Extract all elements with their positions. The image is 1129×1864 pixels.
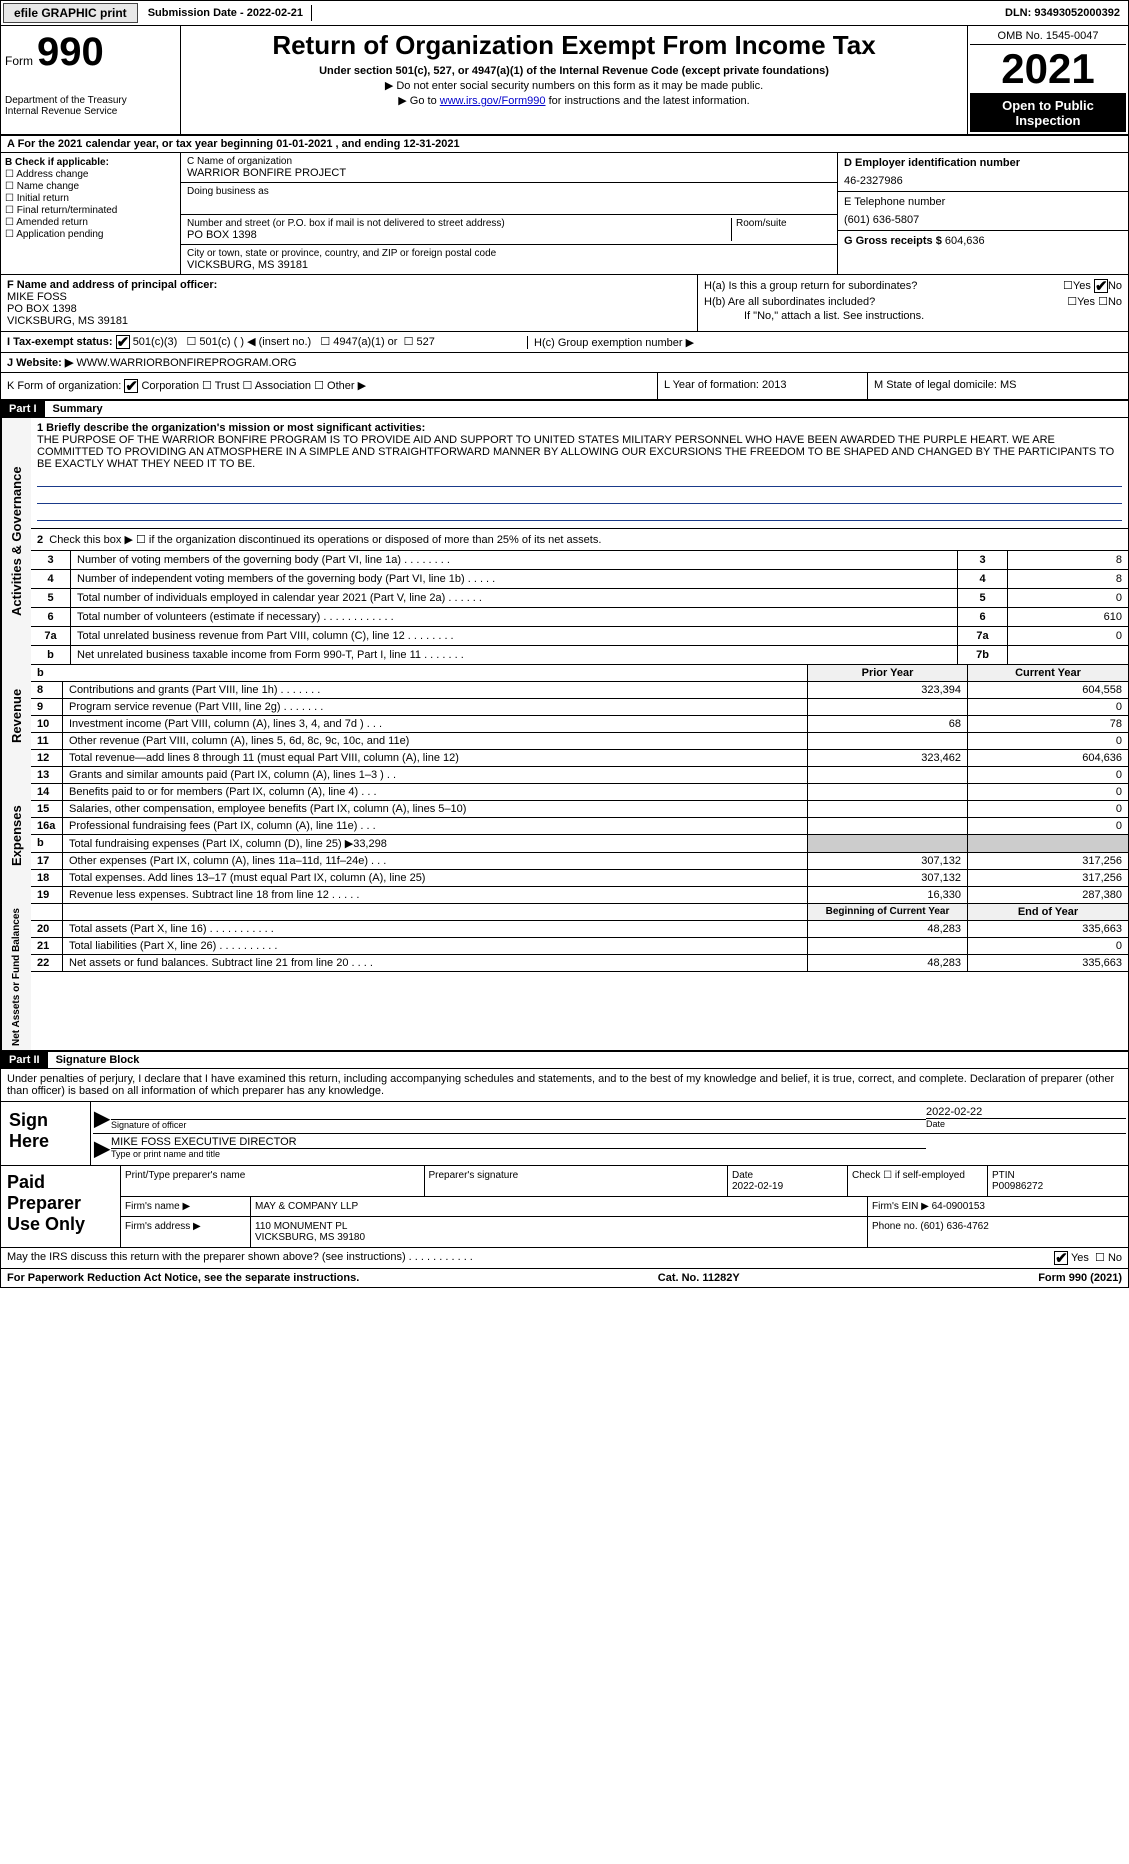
declaration-text: Under penalties of perjury, I declare th… bbox=[1, 1069, 1128, 1102]
part1-header: Part I Summary bbox=[1, 401, 1128, 418]
telephone: (601) 636-5807 bbox=[844, 214, 1122, 226]
row-k: K Form of organization: Corporation ☐ Tr… bbox=[1, 373, 1128, 401]
part2-header: Part II Signature Block bbox=[1, 1052, 1128, 1069]
data-line-14: 14Benefits paid to or for members (Part … bbox=[31, 784, 1128, 801]
expenses-section: Expenses 13Grants and similar amounts pa… bbox=[1, 767, 1128, 904]
data-line-12: 12Total revenue—add lines 8 through 11 (… bbox=[31, 750, 1128, 767]
form-number: 990 bbox=[37, 30, 104, 75]
data-line-11: 11Other revenue (Part VIII, column (A), … bbox=[31, 733, 1128, 750]
firm-phone: (601) 636-4762 bbox=[920, 1221, 988, 1232]
open-inspection: Open to Public Inspection bbox=[970, 94, 1126, 132]
revenue-section: Revenue b Prior Year Current Year 8Contr… bbox=[1, 665, 1128, 767]
501c3-check bbox=[116, 335, 130, 349]
row-j-website: J Website: ▶ WWW.WARRIORBONFIREPROGRAM.O… bbox=[1, 353, 1128, 373]
form-subtitle: Under section 501(c), 527, or 4947(a)(1)… bbox=[185, 65, 963, 77]
data-line-15: 15Salaries, other compensation, employee… bbox=[31, 801, 1128, 818]
data-line-22: 22Net assets or fund balances. Subtract … bbox=[31, 955, 1128, 972]
summary-line-6: 6Total number of volunteers (estimate if… bbox=[31, 608, 1128, 627]
form-990-page: efile GRAPHIC print Submission Date - 20… bbox=[0, 0, 1129, 1288]
summary-line-7b: bNet unrelated business taxable income f… bbox=[31, 646, 1128, 665]
data-line-b: bTotal fundraising expenses (Part IX, co… bbox=[31, 835, 1128, 853]
activities-governance-section: Activities & Governance 1 Briefly descri… bbox=[1, 418, 1128, 665]
officer-name: MIKE FOSS bbox=[7, 291, 691, 303]
year-formation: L Year of formation: 2013 bbox=[658, 373, 868, 399]
paid-preparer-block: Paid Preparer Use Only Print/Type prepar… bbox=[1, 1166, 1128, 1248]
net-assets-section: Net Assets or Fund Balances Beginning of… bbox=[1, 904, 1128, 1052]
dln-number: DLN: 93493052000392 bbox=[997, 5, 1128, 21]
irs-link[interactable]: www.irs.gov/Form990 bbox=[440, 95, 546, 107]
section-bc: B Check if applicable: ☐ Address change … bbox=[1, 153, 1128, 275]
goto-note: ▶ Go to www.irs.gov/Form990 for instruct… bbox=[185, 94, 963, 107]
dept-treasury: Department of the Treasury bbox=[5, 95, 176, 106]
col-b-checkboxes: B Check if applicable: ☐ Address change … bbox=[1, 153, 181, 274]
data-line-19: 19Revenue less expenses. Subtract line 1… bbox=[31, 887, 1128, 904]
summary-line-5: 5Total number of individuals employed in… bbox=[31, 589, 1128, 608]
state-domicile: M State of legal domicile: MS bbox=[868, 373, 1128, 399]
data-line-17: 17Other expenses (Part IX, column (A), l… bbox=[31, 853, 1128, 870]
firm-ein: 64-0900153 bbox=[932, 1201, 985, 1212]
firm-name: MAY & COMPANY LLP bbox=[251, 1197, 868, 1216]
gross-receipts: 604,636 bbox=[945, 235, 985, 247]
irs-label: Internal Revenue Service bbox=[5, 106, 176, 117]
summary-line-7a: 7aTotal unrelated business revenue from … bbox=[31, 627, 1128, 646]
submission-date: Submission Date - 2022-02-21 bbox=[140, 5, 312, 21]
sig-date: 2022-02-22 bbox=[926, 1106, 1126, 1119]
col-d-ein: D Employer identification number 46-2327… bbox=[838, 153, 1128, 274]
mission-text: THE PURPOSE OF THE WARRIOR BONFIRE PROGR… bbox=[37, 434, 1122, 470]
org-city: VICKSBURG, MS 39181 bbox=[187, 259, 831, 271]
prep-date: 2022-02-19 bbox=[732, 1181, 783, 1192]
data-line-9: 9Program service revenue (Part VIII, lin… bbox=[31, 699, 1128, 716]
row-a-period: A For the 2021 calendar year, or tax yea… bbox=[1, 136, 1128, 153]
officer-printed: MIKE FOSS EXECUTIVE DIRECTOR bbox=[111, 1136, 926, 1149]
tax-year: 2021 bbox=[970, 45, 1126, 94]
omb-number: OMB No. 1545-0047 bbox=[970, 28, 1126, 45]
corp-check bbox=[124, 379, 138, 393]
may-irs-discuss: May the IRS discuss this return with the… bbox=[1, 1248, 1128, 1269]
topbar: efile GRAPHIC print Submission Date - 20… bbox=[1, 1, 1128, 26]
col-c-org: C Name of organization WARRIOR BONFIRE P… bbox=[181, 153, 838, 274]
form-word: Form bbox=[5, 54, 33, 68]
row-i-j: I Tax-exempt status: 501(c)(3) ☐ 501(c) … bbox=[1, 332, 1128, 353]
efile-print-button[interactable]: efile GRAPHIC print bbox=[3, 3, 138, 23]
sign-here-block: Sign Here ▶ Signature of officer 2022-02… bbox=[1, 1102, 1128, 1166]
firm-address: 110 MONUMENT PL bbox=[255, 1221, 347, 1232]
summary-line-4: 4Number of independent voting members of… bbox=[31, 570, 1128, 589]
org-street: PO BOX 1398 bbox=[187, 229, 731, 241]
data-line-13: 13Grants and similar amounts paid (Part … bbox=[31, 767, 1128, 784]
ein: 46-2327986 bbox=[844, 175, 1122, 187]
data-line-10: 10Investment income (Part VIII, column (… bbox=[31, 716, 1128, 733]
ssn-note: ▶ Do not enter social security numbers o… bbox=[185, 79, 963, 92]
data-line-20: 20Total assets (Part X, line 16) . . . .… bbox=[31, 921, 1128, 938]
form-title: Return of Organization Exempt From Incom… bbox=[185, 30, 963, 61]
website: WWW.WARRIORBONFIREPROGRAM.ORG bbox=[76, 357, 296, 369]
discuss-yes-check bbox=[1054, 1251, 1068, 1265]
data-line-18: 18Total expenses. Add lines 13–17 (must … bbox=[31, 870, 1128, 887]
group-return-no-check bbox=[1094, 279, 1108, 293]
footer: For Paperwork Reduction Act Notice, see … bbox=[1, 1269, 1128, 1287]
data-line-16a: 16aProfessional fundraising fees (Part I… bbox=[31, 818, 1128, 835]
data-line-21: 21Total liabilities (Part X, line 26) . … bbox=[31, 938, 1128, 955]
org-name: WARRIOR BONFIRE PROJECT bbox=[187, 167, 831, 179]
summary-line-3: 3Number of voting members of the governi… bbox=[31, 551, 1128, 570]
section-fh: F Name and address of principal officer:… bbox=[1, 275, 1128, 332]
ptin: P00986272 bbox=[992, 1181, 1043, 1192]
data-line-8: 8Contributions and grants (Part VIII, li… bbox=[31, 682, 1128, 699]
form-header: Form 990 Department of the Treasury Inte… bbox=[1, 26, 1128, 136]
